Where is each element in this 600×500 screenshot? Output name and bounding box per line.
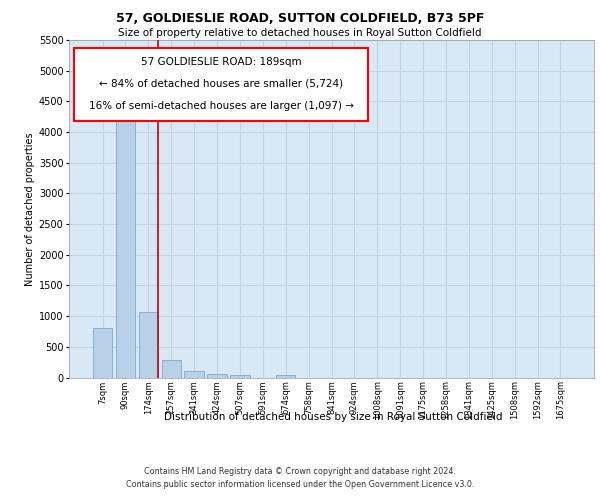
Text: Distribution of detached houses by size in Royal Sutton Coldfield: Distribution of detached houses by size … <box>164 412 502 422</box>
Y-axis label: Number of detached properties: Number of detached properties <box>25 132 35 286</box>
Text: Contains public sector information licensed under the Open Government Licence v3: Contains public sector information licen… <box>126 480 474 489</box>
FancyBboxPatch shape <box>74 48 368 121</box>
Text: Contains HM Land Registry data © Crown copyright and database right 2024.: Contains HM Land Registry data © Crown c… <box>144 468 456 476</box>
Text: 57, GOLDIESLIE ROAD, SUTTON COLDFIELD, B73 5PF: 57, GOLDIESLIE ROAD, SUTTON COLDFIELD, B… <box>116 12 484 26</box>
Bar <box>93 328 112 378</box>
Text: Size of property relative to detached houses in Royal Sutton Coldfield: Size of property relative to detached ho… <box>118 28 482 38</box>
Bar <box>208 374 227 378</box>
Bar <box>116 98 135 378</box>
Bar <box>230 376 250 378</box>
Bar <box>139 312 158 378</box>
Bar <box>161 360 181 378</box>
Text: 57 GOLDIESLIE ROAD: 189sqm: 57 GOLDIESLIE ROAD: 189sqm <box>141 57 302 67</box>
Text: ← 84% of detached houses are smaller (5,724): ← 84% of detached houses are smaller (5,… <box>99 79 343 89</box>
Bar <box>276 374 295 378</box>
Text: 16% of semi-detached houses are larger (1,097) →: 16% of semi-detached houses are larger (… <box>89 101 354 111</box>
Bar <box>184 372 204 378</box>
